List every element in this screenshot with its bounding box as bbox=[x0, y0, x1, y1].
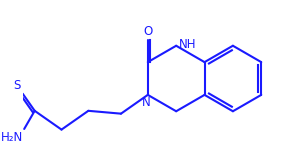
Text: N: N bbox=[142, 96, 151, 109]
Text: H₂N: H₂N bbox=[1, 131, 23, 144]
Text: S: S bbox=[13, 78, 21, 92]
Text: O: O bbox=[143, 25, 152, 38]
Text: NH: NH bbox=[179, 38, 197, 51]
